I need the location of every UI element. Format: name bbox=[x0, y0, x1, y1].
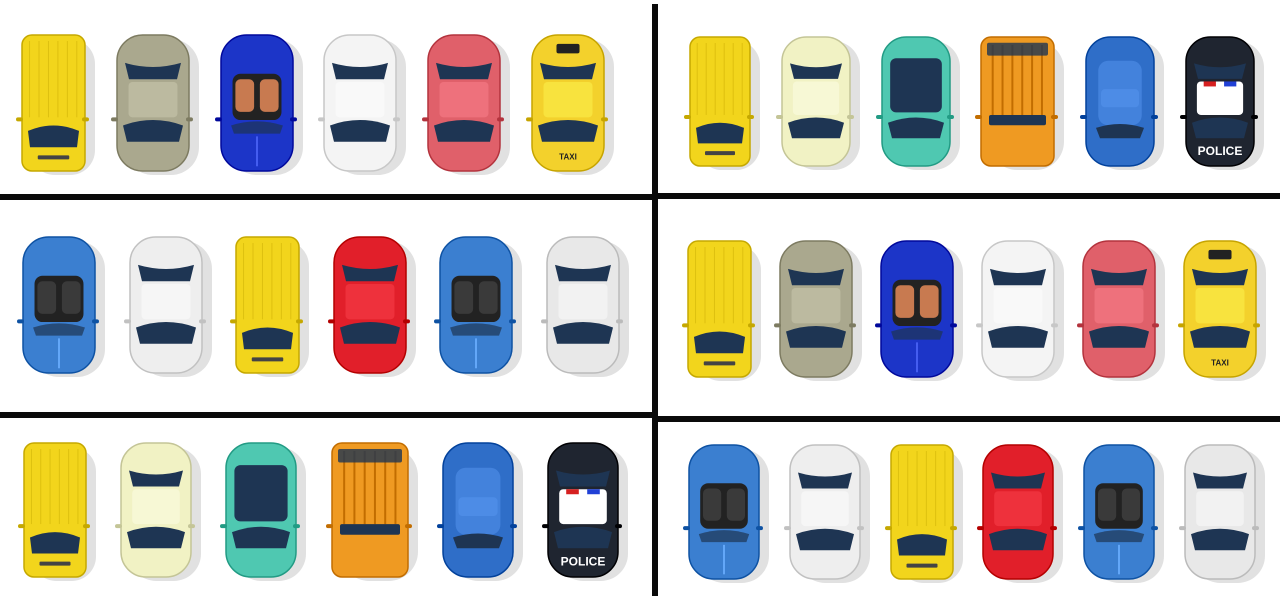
cream-sedan-icon bbox=[775, 35, 860, 170]
yellow-van-icon bbox=[682, 239, 762, 381]
car-row bbox=[8, 216, 638, 396]
red-hatchback-icon bbox=[327, 235, 416, 377]
police-label: POLICE bbox=[561, 555, 606, 569]
white-sedan-icon bbox=[975, 239, 1064, 381]
yellow-van-icon bbox=[230, 235, 310, 377]
panel-top-right: POLICE bbox=[676, 30, 1272, 175]
blue-convertible-icon bbox=[214, 33, 303, 175]
yellow-van-icon bbox=[15, 33, 95, 175]
silver-sedan-icon bbox=[123, 235, 212, 377]
orange-suv-icon bbox=[325, 441, 418, 581]
yellow-van-icon bbox=[884, 443, 963, 583]
white-sedan-icon bbox=[318, 33, 407, 175]
car-row: TAXI bbox=[8, 18, 622, 190]
police-car-icon: POLICE bbox=[1180, 35, 1265, 170]
divider-vertical bbox=[652, 4, 658, 596]
taxi-label: TAXI bbox=[559, 152, 577, 161]
panel-middle-left bbox=[8, 216, 638, 396]
silver-sedan-icon bbox=[783, 443, 870, 583]
blue-roadster-icon bbox=[1077, 443, 1164, 583]
police-car-icon: POLICE bbox=[542, 441, 629, 581]
red-hatchback-icon bbox=[1076, 239, 1165, 381]
blue-roadster-icon bbox=[17, 235, 106, 377]
yellow-van-icon bbox=[17, 441, 96, 581]
blue-convertible-icon bbox=[875, 239, 964, 381]
car-row: POLICE bbox=[676, 30, 1272, 175]
teal-minivan-icon bbox=[220, 441, 307, 581]
panel-bottom-left: POLICE bbox=[8, 436, 638, 586]
taxi-car-icon: TAXI bbox=[1177, 239, 1266, 381]
silver-sedan-icon bbox=[1178, 443, 1265, 583]
car-row: POLICE bbox=[8, 436, 638, 586]
orange-suv-icon bbox=[975, 35, 1065, 170]
taxi-car-icon: TAXI bbox=[526, 33, 615, 175]
yellow-van-icon bbox=[683, 35, 760, 170]
divider-top-right bbox=[658, 193, 1280, 199]
silver-sedan-icon bbox=[540, 235, 629, 377]
divider-top-left bbox=[0, 194, 652, 200]
police-label: POLICE bbox=[1198, 144, 1243, 158]
car-row bbox=[676, 438, 1272, 588]
blue-coupe-icon bbox=[436, 441, 523, 581]
divider-bottom-right bbox=[658, 416, 1280, 422]
panel-top-left: TAXI bbox=[8, 18, 622, 190]
divider-bottom-left bbox=[0, 412, 652, 418]
beige-sedan-icon bbox=[774, 239, 863, 381]
panel-bottom-right bbox=[676, 438, 1272, 588]
panel-middle-right: TAXI bbox=[676, 220, 1272, 400]
taxi-label: TAXI bbox=[1211, 358, 1229, 367]
car-row: TAXI bbox=[676, 220, 1272, 400]
teal-minivan-icon bbox=[875, 35, 960, 170]
red-hatchback-icon bbox=[422, 33, 511, 175]
beige-sedan-icon bbox=[110, 33, 199, 175]
blue-coupe-icon bbox=[1080, 35, 1165, 170]
red-hatchback-icon bbox=[977, 443, 1064, 583]
blue-roadster-icon bbox=[683, 443, 770, 583]
blue-roadster-icon bbox=[434, 235, 523, 377]
cream-sedan-icon bbox=[114, 441, 201, 581]
